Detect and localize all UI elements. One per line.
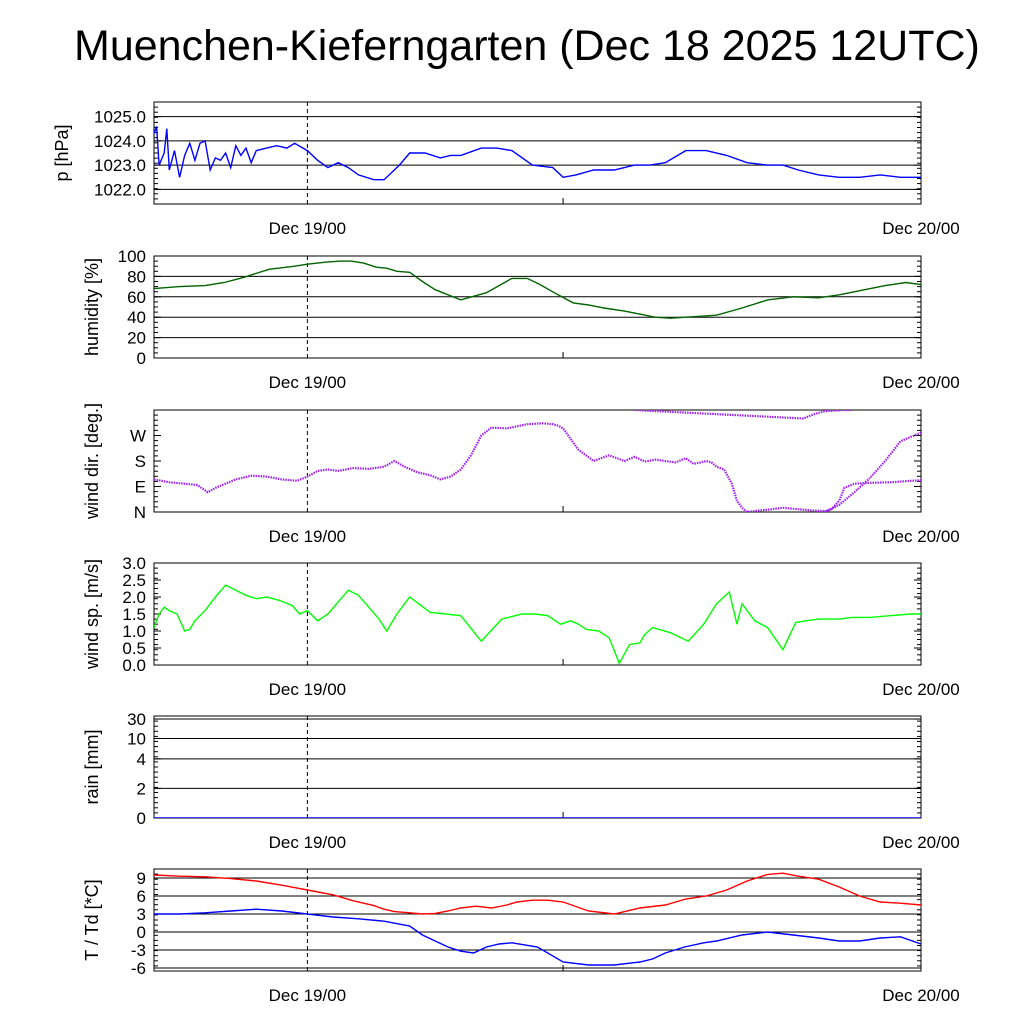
y-axis-label: T / Td [*C] bbox=[82, 879, 102, 960]
x-tick-label: Dec 19/00 bbox=[269, 373, 347, 392]
y-tick-label: 3.0 bbox=[122, 554, 146, 573]
y-tick-label: 20 bbox=[127, 329, 146, 348]
x-tick-label: Dec 19/00 bbox=[269, 219, 347, 238]
series-points bbox=[154, 422, 921, 512]
y-axis-label: p [hPa] bbox=[52, 124, 72, 181]
x-tick-label: Dec 20/00 bbox=[882, 373, 960, 392]
y-tick-label: 1024.0 bbox=[94, 132, 146, 151]
y-tick-label: 1.5 bbox=[122, 605, 146, 624]
y-tick-label: 2.5 bbox=[122, 571, 146, 590]
panel-frame bbox=[153, 715, 922, 819]
panel-frame bbox=[153, 101, 922, 205]
y-tick-label: E bbox=[135, 478, 146, 497]
y-tick-label: 4 bbox=[137, 750, 146, 769]
y-tick-label: -3 bbox=[131, 941, 146, 960]
page-title: Muenchen-Kieferngarten (Dec 18 2025 12UT… bbox=[74, 22, 980, 70]
x-tick-label: Dec 20/00 bbox=[882, 527, 960, 546]
y-tick-label: 1022.0 bbox=[94, 180, 146, 199]
y-tick-label: 3 bbox=[137, 905, 146, 924]
x-tick-label: Dec 19/00 bbox=[269, 833, 347, 852]
y-axis-label: rain [mm] bbox=[82, 729, 102, 804]
y-tick-label: 0 bbox=[137, 809, 146, 828]
panel-frame bbox=[153, 868, 922, 972]
y-tick-label: 80 bbox=[127, 267, 146, 286]
series-line bbox=[154, 260, 921, 319]
series-line bbox=[154, 584, 921, 665]
y-tick-label: 1023.0 bbox=[94, 156, 146, 175]
y-tick-label: 1025.0 bbox=[94, 108, 146, 127]
x-tick-label: Dec 19/00 bbox=[269, 680, 347, 699]
x-tick-label: Dec 19/00 bbox=[269, 986, 347, 1005]
y-tick-label: 100 bbox=[118, 247, 146, 266]
x-tick-label: Dec 19/00 bbox=[269, 527, 347, 546]
y-tick-label: 0 bbox=[137, 923, 146, 942]
x-tick-label: Dec 20/00 bbox=[882, 986, 960, 1005]
y-tick-label: 0.5 bbox=[122, 639, 146, 658]
y-tick-label: 0.0 bbox=[122, 656, 146, 675]
y-tick-label: 6 bbox=[137, 887, 146, 906]
panel-frame bbox=[153, 409, 922, 513]
series-points bbox=[634, 410, 852, 420]
y-tick-label: 0 bbox=[137, 349, 146, 368]
panel-frame bbox=[153, 255, 922, 359]
y-tick-label: -6 bbox=[131, 959, 146, 978]
x-tick-label: Dec 20/00 bbox=[882, 680, 960, 699]
y-tick-label: N bbox=[134, 503, 146, 522]
y-tick-label: W bbox=[130, 427, 146, 446]
series-line bbox=[154, 872, 921, 915]
y-axis-label: wind dir. [deg.] bbox=[82, 403, 102, 520]
y-tick-label: 2.0 bbox=[122, 588, 146, 607]
y-tick-label: 10 bbox=[127, 729, 146, 748]
y-tick-label: 60 bbox=[127, 288, 146, 307]
x-tick-label: Dec 20/00 bbox=[882, 219, 960, 238]
y-tick-label: 1.0 bbox=[122, 622, 146, 641]
y-tick-label: 30 bbox=[127, 710, 146, 729]
y-tick-label: S bbox=[135, 452, 146, 471]
series-line bbox=[154, 126, 921, 181]
series-line bbox=[154, 908, 921, 966]
series-points bbox=[823, 479, 921, 512]
y-axis-label: wind sp. [m/s] bbox=[82, 559, 102, 670]
y-tick-label: 40 bbox=[127, 308, 146, 327]
x-tick-label: Dec 20/00 bbox=[882, 833, 960, 852]
y-tick-label: 9 bbox=[137, 869, 146, 888]
y-axis-label: humidity [%] bbox=[82, 258, 102, 356]
y-tick-label: 2 bbox=[137, 779, 146, 798]
